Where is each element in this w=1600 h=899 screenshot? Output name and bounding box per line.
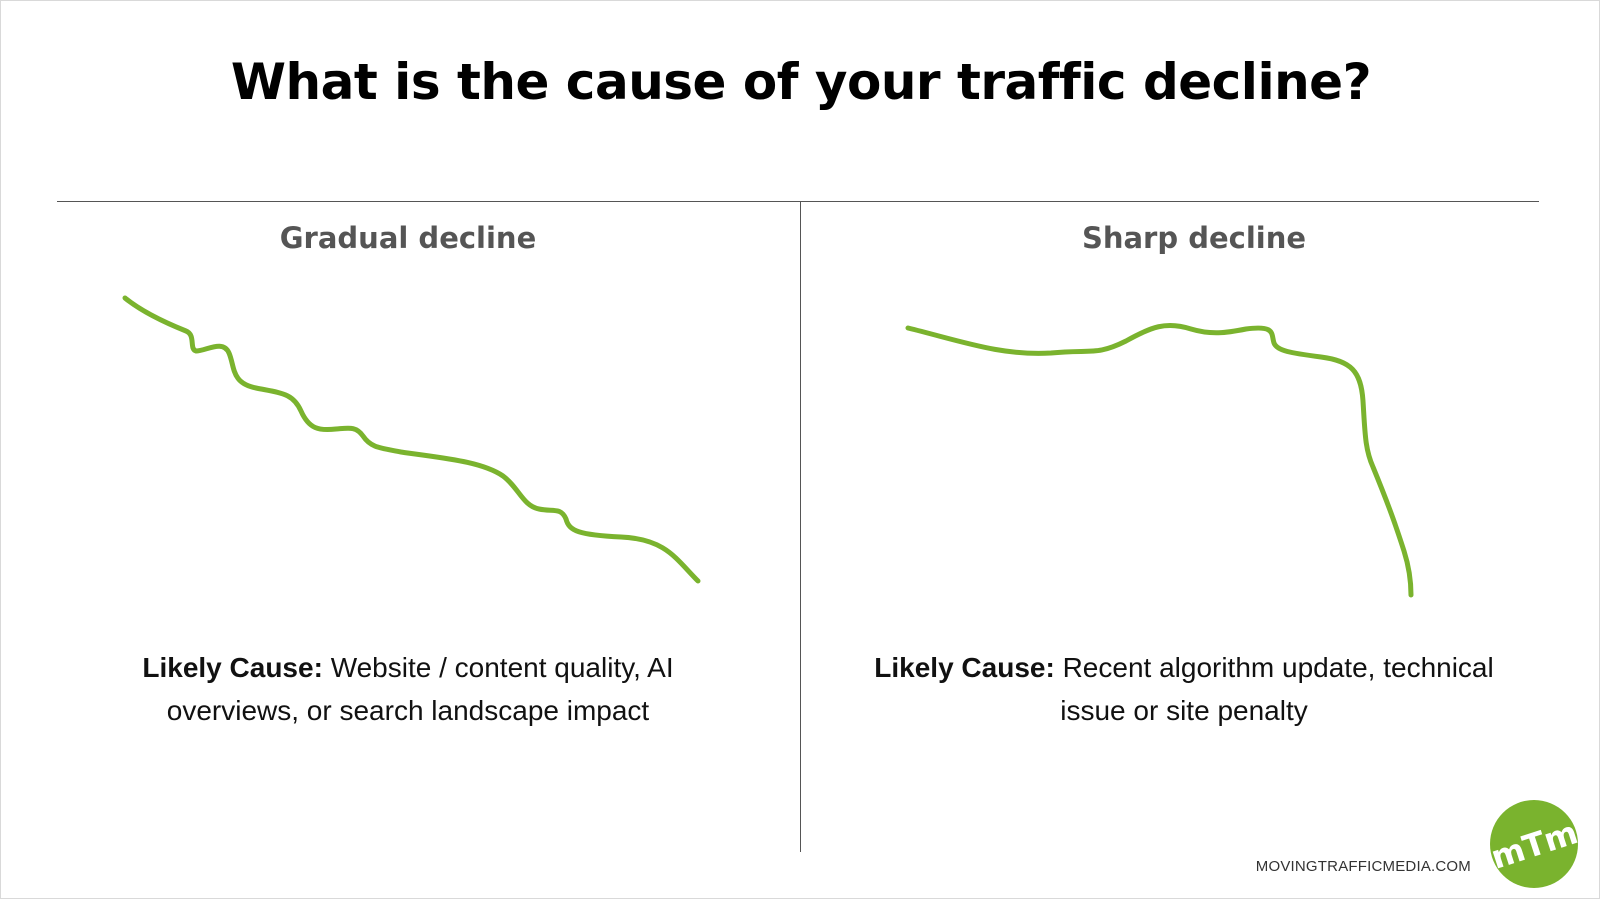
gradual-decline-curve <box>122 295 701 584</box>
mtm-logo: mTm <box>1488 800 1580 888</box>
gradual-likely-cause: Likely Cause: Website / content quality,… <box>88 646 728 732</box>
cause-text: Recent algorithm update, technical issue… <box>1060 652 1494 726</box>
sharp-decline-heading: Sharp decline <box>1081 221 1307 255</box>
cause-label: Likely Cause: <box>874 652 1055 683</box>
horizontal-divider <box>57 201 1539 202</box>
cause-label: Likely Cause: <box>142 652 323 683</box>
slide-title: What is the cause of your traffic declin… <box>230 53 1372 111</box>
cause-text: Website / content quality, AI overviews,… <box>166 652 674 726</box>
sharp-likely-cause: Likely Cause: Recent algorithm update, t… <box>864 646 1504 732</box>
logo-circle <box>1490 800 1578 888</box>
sharp-decline-curve <box>905 322 1414 598</box>
footer-url: MOVINGTRAFFICMEDIA.COM <box>1255 858 1471 875</box>
vertical-divider <box>800 202 801 852</box>
gradual-decline-heading: Gradual decline <box>279 221 537 255</box>
